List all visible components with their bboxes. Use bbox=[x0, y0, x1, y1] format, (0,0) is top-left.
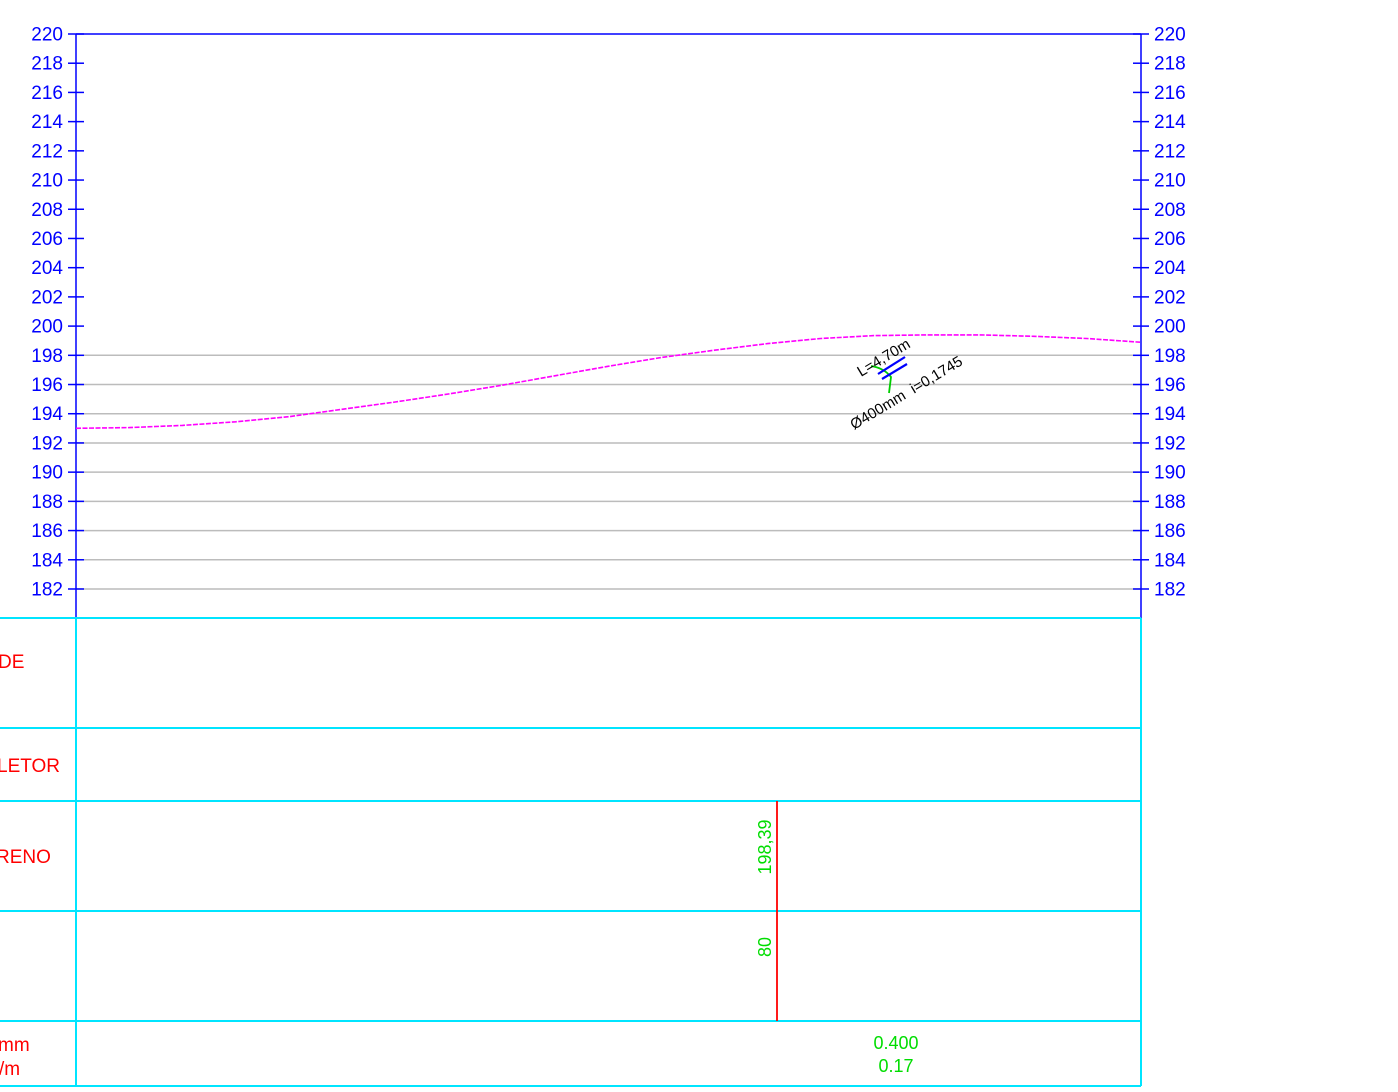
y-tick-label-left: 204 bbox=[31, 258, 63, 279]
y-tick-label-left: 218 bbox=[31, 54, 63, 75]
y-tick-label-left: 190 bbox=[31, 463, 63, 484]
y-tick-label-left: 216 bbox=[31, 83, 63, 104]
profile-table: DE LETOR RENO mm /m 198,39 80 0.400 0.17 bbox=[0, 617, 1142, 1087]
y-tick-label-right: 216 bbox=[1154, 83, 1186, 104]
pipe-symbol-line bbox=[881, 363, 908, 380]
axis-ticks: 220 220 218 218 216 216 214 214 212 212 210 210 208 2… bbox=[31, 25, 1186, 601]
row-label: DE bbox=[0, 652, 24, 673]
y-tick-label-left: 206 bbox=[31, 229, 63, 250]
y-tick-label-left: 182 bbox=[31, 579, 63, 600]
gridlines bbox=[76, 354, 1141, 590]
y-tick-label-right: 208 bbox=[1154, 200, 1186, 221]
y-tick-label-right: 186 bbox=[1154, 521, 1186, 542]
row-label: LETOR bbox=[0, 756, 60, 777]
y-tick-label-right: 212 bbox=[1154, 141, 1186, 162]
y-tick-label-right: 184 bbox=[1154, 550, 1186, 571]
y-tick-label-right: 210 bbox=[1154, 171, 1186, 192]
y-tick-label-right: 220 bbox=[1154, 25, 1186, 46]
y-tick-label-right: 198 bbox=[1154, 346, 1186, 367]
terrain-profile-line bbox=[75, 334, 1141, 430]
y-tick-label-right: 200 bbox=[1154, 317, 1186, 338]
y-tick-label-right: 214 bbox=[1154, 112, 1186, 133]
y-tick-label-left: 184 bbox=[31, 550, 63, 571]
y-tick-label-left: 220 bbox=[31, 25, 63, 46]
y-tick-label-left: 186 bbox=[31, 521, 63, 542]
y-tick-label-left: 188 bbox=[31, 492, 63, 513]
y-tick-label-right: 202 bbox=[1154, 287, 1186, 308]
y-tick-label-right: 188 bbox=[1154, 492, 1186, 513]
y-tick-label-left: 208 bbox=[31, 200, 63, 221]
y-tick-label-left: 194 bbox=[31, 404, 63, 425]
station-index-value: 80 bbox=[755, 937, 775, 957]
y-tick-label-left: 212 bbox=[31, 141, 63, 162]
y-tick-label-left: 196 bbox=[31, 375, 63, 396]
row-label: /m bbox=[0, 1059, 20, 1080]
pipe-diameter-value: 0.400 bbox=[873, 1033, 918, 1053]
y-tick-label-right: 196 bbox=[1154, 375, 1186, 396]
y-tick-label-left: 200 bbox=[31, 317, 63, 338]
y-tick-label-left: 192 bbox=[31, 433, 63, 454]
y-tick-label-right: 194 bbox=[1154, 404, 1186, 425]
y-tick-label-right: 204 bbox=[1154, 258, 1186, 279]
row-label: RENO bbox=[0, 847, 51, 868]
row-label: mm bbox=[0, 1035, 30, 1056]
y-tick-label-left: 202 bbox=[31, 287, 63, 308]
pipe-slope-value: 0.17 bbox=[878, 1056, 913, 1076]
y-tick-label-left: 210 bbox=[31, 171, 63, 192]
y-tick-label-right: 192 bbox=[1154, 433, 1186, 454]
y-tick-label-right: 218 bbox=[1154, 54, 1186, 75]
y-tick-label-left: 214 bbox=[31, 112, 63, 133]
pipe-symbol-line bbox=[877, 356, 906, 375]
y-tick-label-left: 198 bbox=[31, 346, 63, 367]
y-tick-label-right: 190 bbox=[1154, 463, 1186, 484]
station-terrain-value: 198,39 bbox=[755, 819, 775, 874]
y-tick-label-right: 182 bbox=[1154, 579, 1186, 600]
y-tick-label-right: 206 bbox=[1154, 229, 1186, 250]
